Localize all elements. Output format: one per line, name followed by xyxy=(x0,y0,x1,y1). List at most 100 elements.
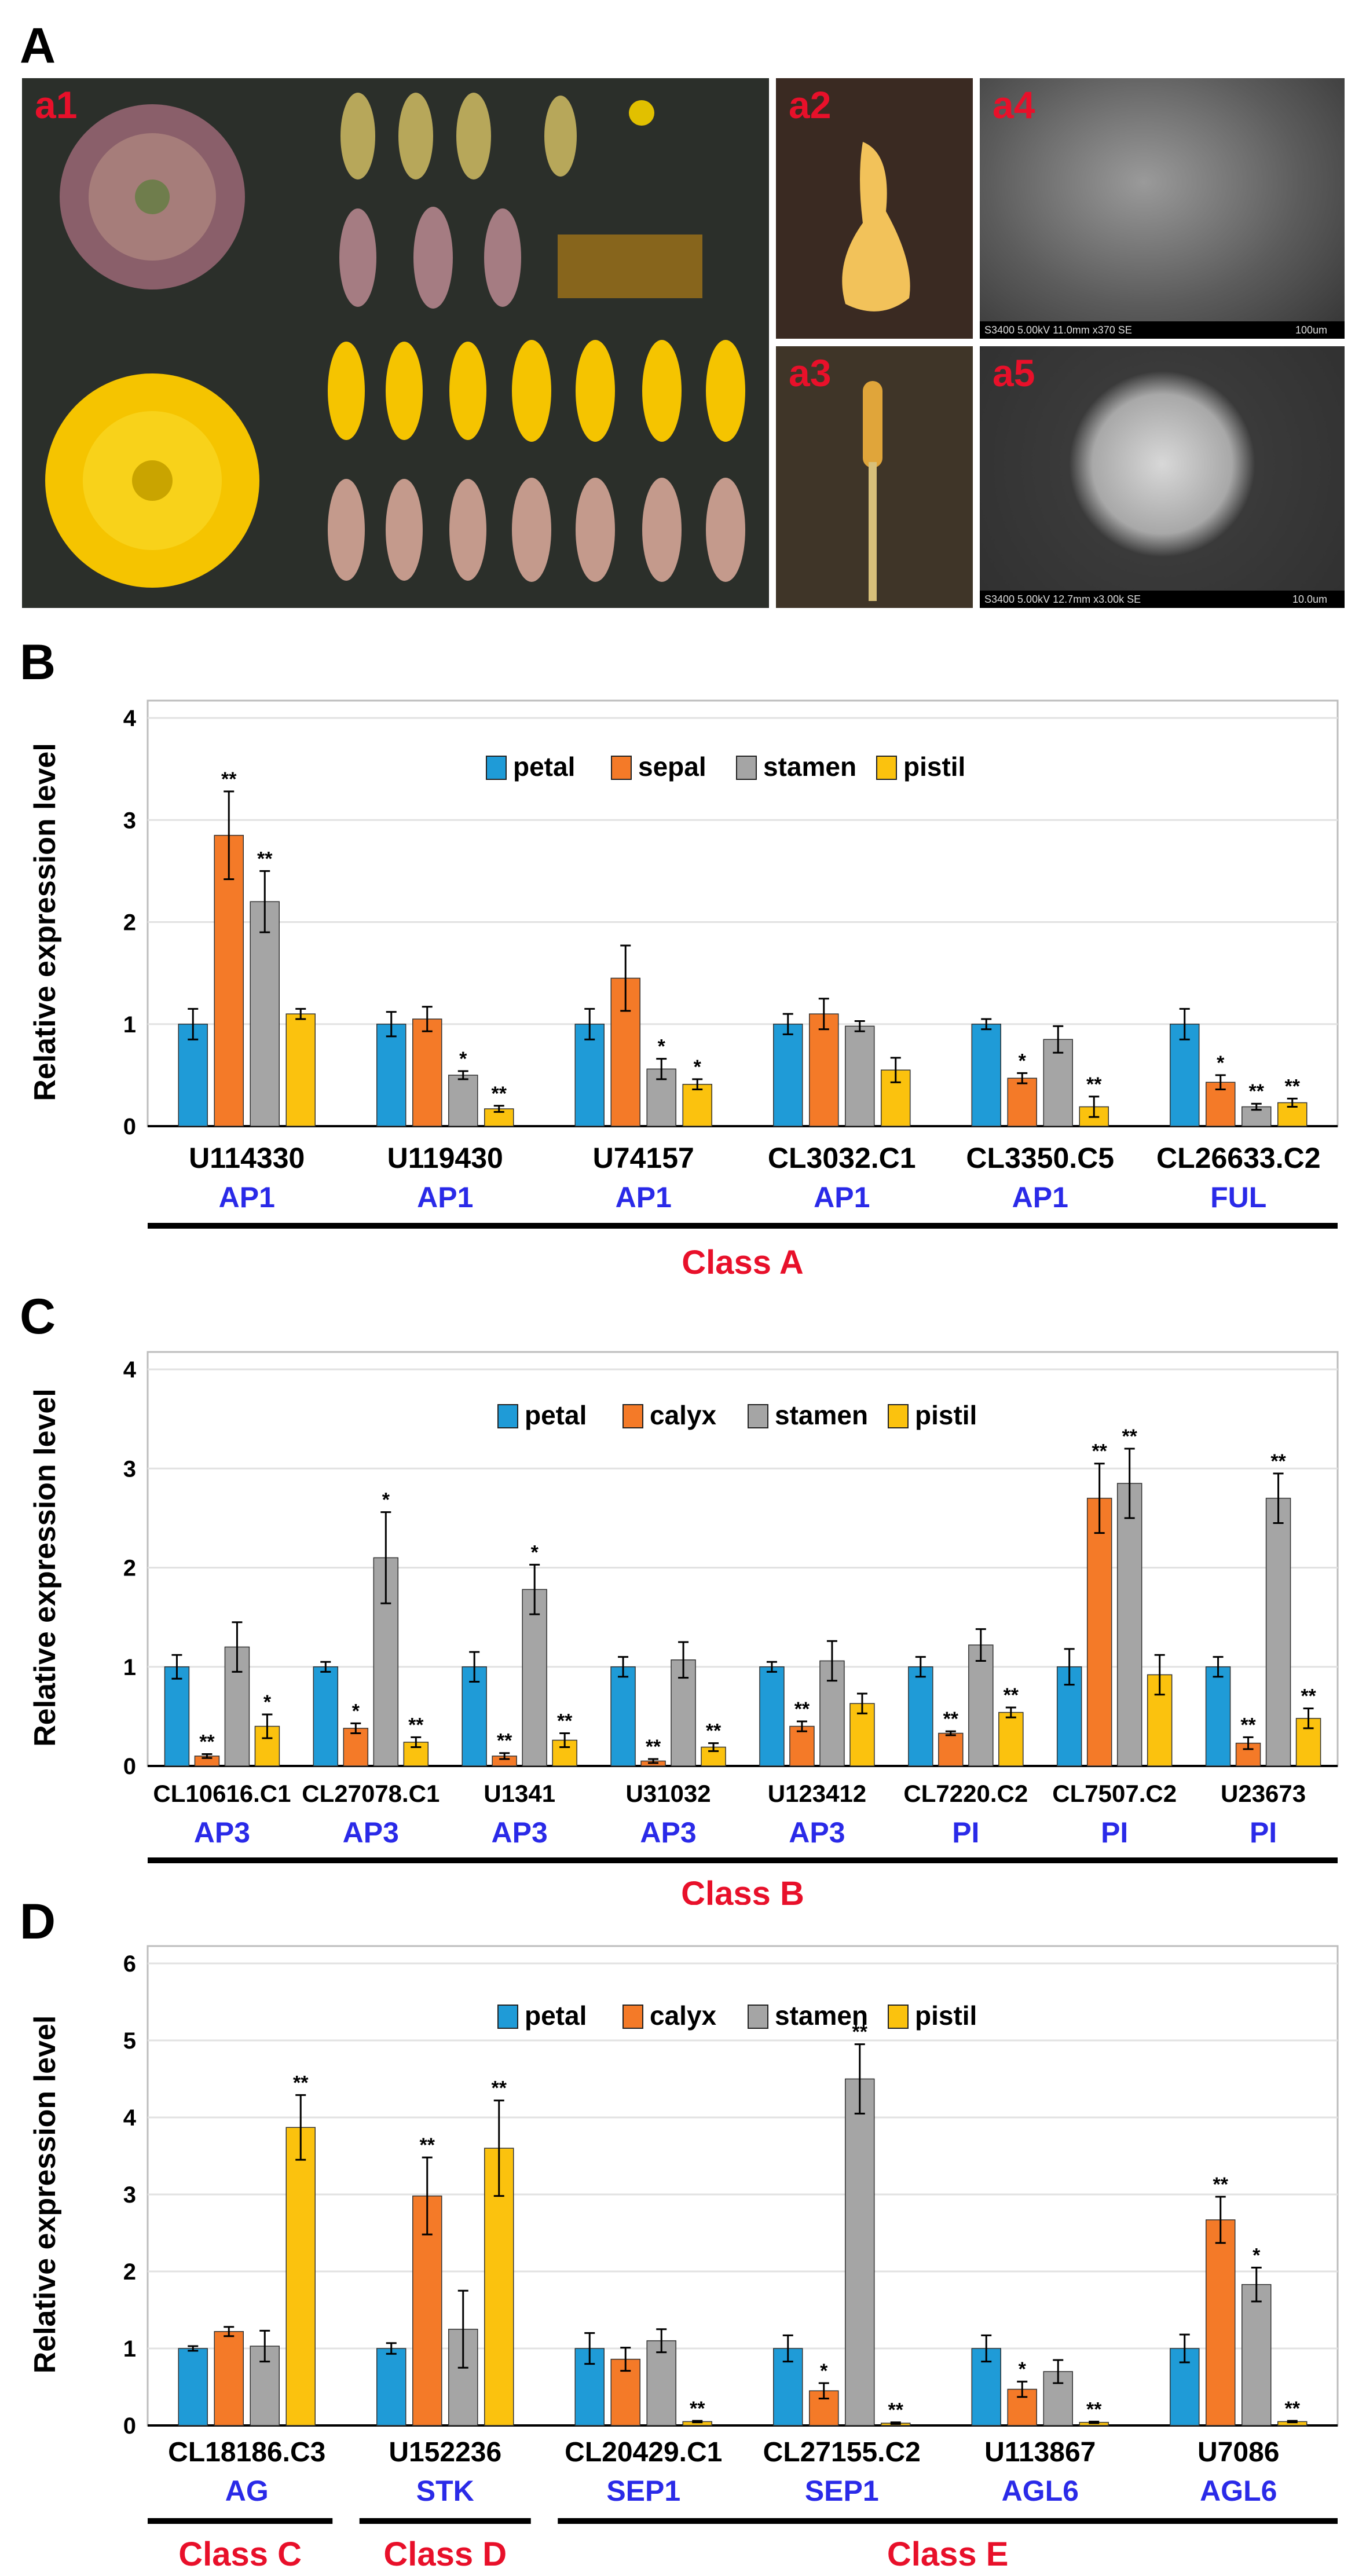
category-label: U119430 xyxy=(387,1142,503,1174)
significance-mark: * xyxy=(1253,2244,1261,2266)
legend-swatch-stamen xyxy=(748,1404,768,1428)
significance-mark: ** xyxy=(1092,1441,1107,1463)
significance-mark: ** xyxy=(557,1710,573,1732)
gene-family-label: AP1 xyxy=(814,1181,870,1214)
gene-family-label: AP1 xyxy=(1012,1181,1068,1214)
y-tick-label: 6 xyxy=(123,1951,136,1977)
panel-label-a: A xyxy=(20,18,56,74)
gene-family-label: AP3 xyxy=(343,1816,399,1849)
category-label: U31032 xyxy=(626,1780,711,1807)
y-tick-label: 0 xyxy=(123,1114,136,1139)
bar-sepal xyxy=(412,1018,442,1127)
significance-mark: * xyxy=(1019,2358,1027,2380)
bar-calyx xyxy=(789,1725,815,1767)
significance-mark: ** xyxy=(1086,2398,1102,2420)
significance-mark: ** xyxy=(293,2072,309,2094)
class-label: Class A xyxy=(682,1244,804,1281)
photo-label-a2: a2 xyxy=(789,83,832,126)
gene-family-label: AP1 xyxy=(417,1181,473,1214)
significance-mark: ** xyxy=(1285,2398,1301,2420)
gene-family-label: AGL6 xyxy=(1002,2475,1079,2507)
y-tick-label: 1 xyxy=(123,2336,136,2362)
legend-label-stamen: stamen xyxy=(775,2000,868,2031)
legend-label-pistil: pistil xyxy=(915,1400,977,1430)
significance-mark: ** xyxy=(1213,2174,1229,2196)
y-tick-label: 0 xyxy=(123,1754,136,1779)
legend-label-sepal: sepal xyxy=(638,752,706,782)
legend-swatch-petal xyxy=(486,756,507,780)
bar-petal xyxy=(1205,1666,1231,1767)
photo-label-a3: a3 xyxy=(789,351,832,394)
y-axis-label: Relative expression level xyxy=(28,1388,62,1747)
bar-sepal xyxy=(809,1013,839,1127)
gene-family-label: AP3 xyxy=(789,1816,845,1849)
bar-sepal xyxy=(1007,1078,1037,1127)
significance-mark: ** xyxy=(497,1730,512,1752)
significance-mark: * xyxy=(658,1036,666,1058)
significance-mark: ** xyxy=(1086,1073,1102,1095)
significance-mark: ** xyxy=(646,1736,661,1758)
photo-a1-flower-parts: a1 xyxy=(22,78,769,608)
bar-calyx xyxy=(1206,2219,1236,2426)
significance-mark: ** xyxy=(408,1714,424,1736)
bar-calyx xyxy=(938,1732,964,1767)
significance-mark: * xyxy=(459,1048,467,1070)
category-label: U152236 xyxy=(389,2437,501,2468)
legend-label-petal: petal xyxy=(525,2000,587,2031)
gene-family-label: PI xyxy=(1101,1816,1128,1849)
bar-stamen xyxy=(1242,2284,1272,2426)
category-label: CL27078.C1 xyxy=(302,1780,440,1807)
category-label: U1341 xyxy=(484,1780,555,1807)
gene-family-label: AP3 xyxy=(492,1816,548,1849)
category-label: U74157 xyxy=(593,1142,694,1174)
legend-label-pistil: pistil xyxy=(903,752,965,782)
chart-class-cde: 0 1 2 3 4 5 6 Relative expression level petal cal… xyxy=(28,1945,1339,2573)
significance-mark: ** xyxy=(199,1731,215,1753)
photo-label-a4: a4 xyxy=(993,83,1035,126)
sem-info-a4: S3400 5.00kV 11.0mm x370 SE xyxy=(984,324,1132,336)
significance-mark: ** xyxy=(888,2399,904,2421)
y-tick-label: 3 xyxy=(123,1456,136,1482)
y-tick-label: 5 xyxy=(123,2028,136,2054)
bar-calyx xyxy=(214,2331,244,2426)
significance-mark: * xyxy=(352,1700,360,1722)
bar-petal xyxy=(971,1024,1001,1127)
significance-mark: * xyxy=(694,1056,702,1078)
significance-mark: * xyxy=(1019,1050,1027,1072)
sem-scale-a4: 100um xyxy=(1295,324,1327,336)
bar-stamen xyxy=(1043,1039,1073,1127)
category-label: CL20429.C1 xyxy=(565,2437,722,2468)
legend-label-petal: petal xyxy=(525,1400,587,1430)
gene-family-label: AP1 xyxy=(616,1181,672,1214)
legend-swatch-petal xyxy=(497,1404,518,1428)
photo-label-a5: a5 xyxy=(993,351,1035,394)
sem-scale-bar-a5: S3400 5.00kV 12.7mm x3.00k SE 10.0um xyxy=(980,591,1345,608)
petal-row-yellow xyxy=(328,340,745,442)
bar-stamen xyxy=(250,901,280,1127)
class-label: Class D xyxy=(383,2535,507,2573)
y-tick-label: 4 xyxy=(123,706,137,731)
legend-swatch-pistil xyxy=(888,1404,909,1428)
category-label: U113867 xyxy=(984,2437,1096,2468)
chart-class-b: 0 1 2 3 4 Relative expression level petal calyx… xyxy=(28,1351,1339,1905)
bar-pistil xyxy=(285,1013,316,1127)
significance-mark: ** xyxy=(492,1083,507,1105)
bar-stamen xyxy=(845,1025,875,1127)
sem-info-a5: S3400 5.00kV 12.7mm x3.00k SE xyxy=(984,593,1141,605)
legend-swatch-petal xyxy=(497,2005,518,2029)
petal-row-mixed xyxy=(328,478,745,582)
chart-class-a: 0 1 2 3 4 Relative expression level petal sepal… xyxy=(28,699,1339,1281)
gene-family-label: SEP1 xyxy=(606,2475,680,2507)
gene-family-label: PI xyxy=(1250,1816,1277,1849)
plot-frame xyxy=(147,1945,1339,2427)
panel-label-b: B xyxy=(20,635,56,690)
significance-mark: ** xyxy=(706,1720,722,1742)
legend-label-pistil: pistil xyxy=(915,2000,977,2031)
bar-petal xyxy=(759,1666,785,1767)
significance-mark: * xyxy=(531,1541,539,1563)
flower-illustration xyxy=(45,93,745,588)
bar-petal xyxy=(164,1666,190,1767)
category-label: U123412 xyxy=(768,1780,866,1807)
legend-swatch-pistil xyxy=(876,756,897,780)
significance-mark: ** xyxy=(221,768,237,790)
